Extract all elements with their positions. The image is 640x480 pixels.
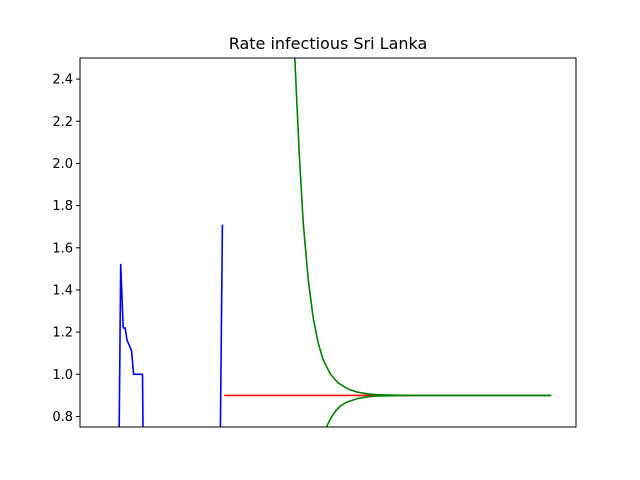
series-2-line-0 bbox=[294, 58, 552, 397]
y-tick-label: 1.0 bbox=[52, 368, 73, 383]
series-2-line-1 bbox=[325, 394, 552, 427]
y-axis: 0.8 1.0 1.2 1.4 1.6 1.8 2.0 2.2 2.4 bbox=[52, 73, 80, 425]
series-0-line-0 bbox=[118, 263, 144, 427]
y-tick-label: 1.8 bbox=[52, 199, 73, 214]
y-tick-label: 2.4 bbox=[52, 73, 73, 88]
plot-frame bbox=[79, 57, 577, 428]
plot-area bbox=[118, 58, 552, 427]
y-tick-label: 1.2 bbox=[52, 326, 73, 341]
y-tick-label: 0.8 bbox=[52, 410, 73, 425]
chart-title: Rate infectious Sri Lanka bbox=[229, 34, 428, 53]
y-tick-label: 2.0 bbox=[52, 157, 73, 172]
y-tick-label: 2.2 bbox=[52, 115, 73, 130]
y-tick-label: 1.6 bbox=[52, 241, 73, 256]
series-0-line-1 bbox=[219, 224, 224, 427]
y-tick-label: 1.4 bbox=[52, 283, 73, 298]
